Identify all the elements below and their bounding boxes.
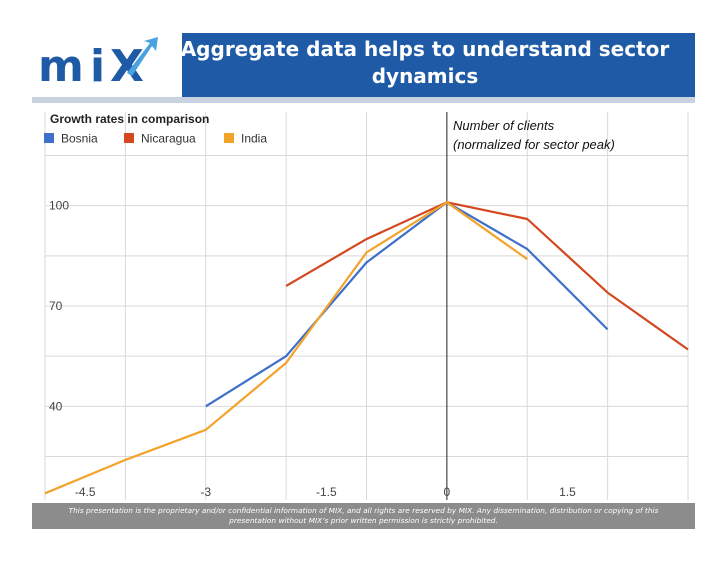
chart-tick-labels: -4.5 -3 -1.5 0 1.5 40 70 100: [49, 199, 576, 499]
annotation-line1: Number of clients: [453, 118, 555, 133]
series-line-nicaragua: [285, 201, 689, 351]
legend-label-nicaragua: Nicaragua: [141, 132, 196, 146]
x-tick-label: 0: [444, 485, 451, 499]
annotation-line2: (normalized for sector peak): [453, 137, 615, 152]
slide-title: Aggregate data helps to understand secto…: [180, 36, 670, 90]
series-line-india: [44, 201, 528, 495]
chart-series: [44, 201, 689, 495]
series-line-bosnia: [205, 201, 609, 408]
footer-line2: presentation without MIX’s prior written…: [229, 516, 498, 525]
y-tick-label: 100: [49, 199, 69, 213]
x-tick-label: -1.5: [316, 485, 337, 499]
x-tick-label: 1.5: [559, 485, 576, 499]
y-tick-label: 70: [49, 299, 63, 313]
chart-title: Growth rates in comparison: [50, 112, 209, 126]
svg-text:m: m: [38, 41, 82, 92]
legend-swatch-nicaragua: [124, 133, 134, 143]
chart-legend: Bosnia Nicaragua India: [44, 132, 267, 146]
footer-line1: This presentation is the proprietary and…: [68, 506, 659, 515]
legend-label-india: India: [241, 132, 267, 146]
slide-title-line1: Aggregate data helps to understand secto…: [180, 37, 670, 61]
legend-swatch-india: [224, 133, 234, 143]
svg-text:X: X: [110, 41, 144, 92]
x-tick-label: -4.5: [75, 485, 96, 499]
mix-logo-graphic: m i X: [38, 37, 158, 92]
chart-grid: [44, 112, 689, 500]
legend-label-bosnia: Bosnia: [61, 132, 98, 146]
confidentiality-footer: This presentation is the proprietary and…: [32, 503, 695, 529]
x-tick-label: -3: [200, 485, 211, 499]
header-divider: [32, 97, 695, 103]
y-tick-label: 40: [49, 399, 63, 413]
mix-logo: m i X: [32, 33, 182, 97]
slide-title-line2: dynamics: [371, 64, 479, 88]
svg-text:i: i: [90, 41, 105, 92]
legend-swatch-bosnia: [44, 133, 54, 143]
